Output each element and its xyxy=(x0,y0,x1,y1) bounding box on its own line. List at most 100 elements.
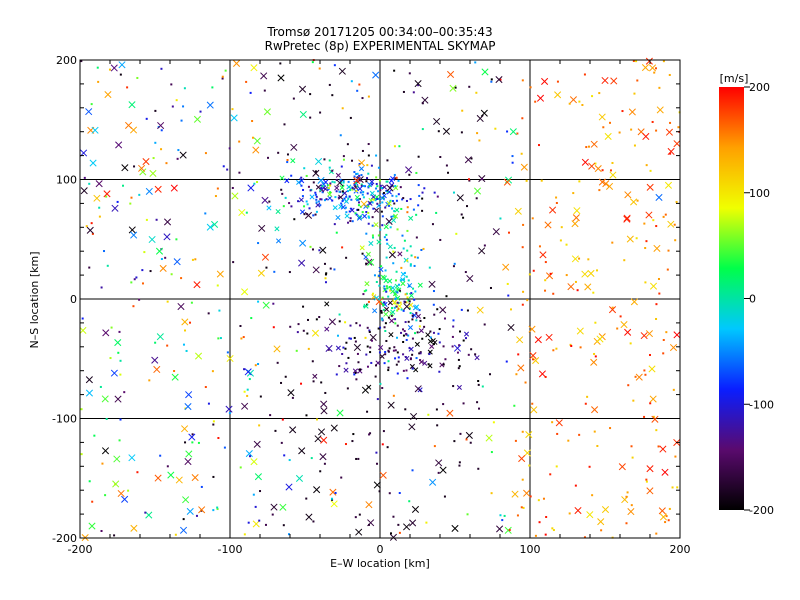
data-point xyxy=(368,433,371,436)
data-point xyxy=(282,524,285,527)
data-point xyxy=(414,290,417,293)
data-point-cross xyxy=(408,215,414,221)
data-point xyxy=(300,184,303,187)
data-point xyxy=(358,324,361,327)
data-point-cross xyxy=(532,357,540,365)
data-point-cross xyxy=(635,373,643,381)
data-point xyxy=(555,201,558,204)
data-point-cross xyxy=(95,180,103,188)
data-point-cross xyxy=(645,57,653,65)
data-point xyxy=(468,178,471,181)
data-point xyxy=(520,506,523,509)
data-point xyxy=(578,180,581,183)
data-point xyxy=(466,309,469,312)
data-point xyxy=(428,266,431,269)
data-point xyxy=(405,338,408,341)
data-point xyxy=(368,523,371,526)
x-tick-label: -100 xyxy=(218,543,243,556)
data-point xyxy=(649,402,652,405)
data-point xyxy=(302,329,305,332)
data-point xyxy=(279,62,282,65)
data-point xyxy=(383,236,386,239)
data-point xyxy=(520,152,523,155)
data-point-cross xyxy=(397,303,403,309)
data-point xyxy=(439,238,442,241)
data-point-cross xyxy=(569,96,578,104)
data-point xyxy=(257,242,260,245)
data-point xyxy=(458,365,461,368)
data-point-cross xyxy=(154,185,162,193)
data-point xyxy=(328,166,331,169)
data-point xyxy=(501,519,504,522)
data-point-cross xyxy=(572,214,580,222)
data-point-cross xyxy=(89,159,97,167)
data-point xyxy=(442,403,445,406)
data-point xyxy=(398,289,401,292)
data-point-cross xyxy=(466,274,474,283)
data-point-cross xyxy=(175,476,183,484)
data-point xyxy=(80,60,83,63)
data-point-cross xyxy=(374,194,380,200)
data-point xyxy=(506,130,509,133)
data-point-cross xyxy=(179,526,188,534)
colorbar xyxy=(719,87,744,510)
data-point xyxy=(326,184,329,187)
data-point-cross xyxy=(669,343,678,352)
data-point xyxy=(247,521,250,524)
data-point-cross xyxy=(130,524,138,532)
data-point xyxy=(367,186,370,189)
data-point xyxy=(154,141,157,144)
data-point xyxy=(355,457,358,460)
data-point xyxy=(381,201,384,204)
data-point-cross xyxy=(414,80,422,88)
data-point xyxy=(353,171,356,174)
data-point-cross xyxy=(273,345,281,353)
data-point xyxy=(421,209,424,212)
data-point-cross xyxy=(495,75,503,84)
data-point xyxy=(393,173,396,176)
data-point xyxy=(632,399,635,402)
data-point-cross xyxy=(336,409,344,417)
data-point-cross xyxy=(602,180,610,188)
data-point-cross xyxy=(429,478,437,486)
data-point xyxy=(154,341,157,344)
data-point xyxy=(621,110,624,113)
data-point xyxy=(417,84,420,87)
data-point xyxy=(314,170,317,173)
data-point-cross xyxy=(376,239,382,245)
data-point xyxy=(413,298,416,301)
data-point xyxy=(368,329,371,332)
data-point-cross xyxy=(252,146,260,154)
data-point xyxy=(365,180,368,183)
data-point-cross xyxy=(590,140,598,148)
data-point xyxy=(81,317,84,320)
data-point xyxy=(340,202,343,205)
data-point-cross xyxy=(378,266,384,273)
data-point-cross xyxy=(520,163,528,171)
x-tick-label: 100 xyxy=(520,543,541,556)
data-point xyxy=(333,223,336,226)
data-point xyxy=(271,513,274,516)
data-point-cross xyxy=(314,157,323,166)
data-point xyxy=(383,326,386,329)
data-point-cross xyxy=(93,194,101,202)
data-point xyxy=(636,199,639,202)
data-point xyxy=(662,60,665,63)
data-point xyxy=(258,519,261,522)
data-point xyxy=(281,418,284,421)
data-point xyxy=(402,309,405,312)
data-point xyxy=(280,381,283,384)
data-point xyxy=(402,328,405,331)
data-point-cross xyxy=(492,228,500,236)
data-point xyxy=(673,223,676,226)
data-point xyxy=(560,226,563,229)
data-point-cross xyxy=(641,63,650,72)
data-point-cross xyxy=(324,301,330,307)
data-point xyxy=(403,239,406,242)
data-point-cross xyxy=(177,302,185,311)
data-point xyxy=(391,194,394,197)
data-point xyxy=(474,353,477,356)
data-point-cross xyxy=(354,194,360,200)
data-point xyxy=(428,353,431,356)
data-point-cross xyxy=(590,358,598,366)
